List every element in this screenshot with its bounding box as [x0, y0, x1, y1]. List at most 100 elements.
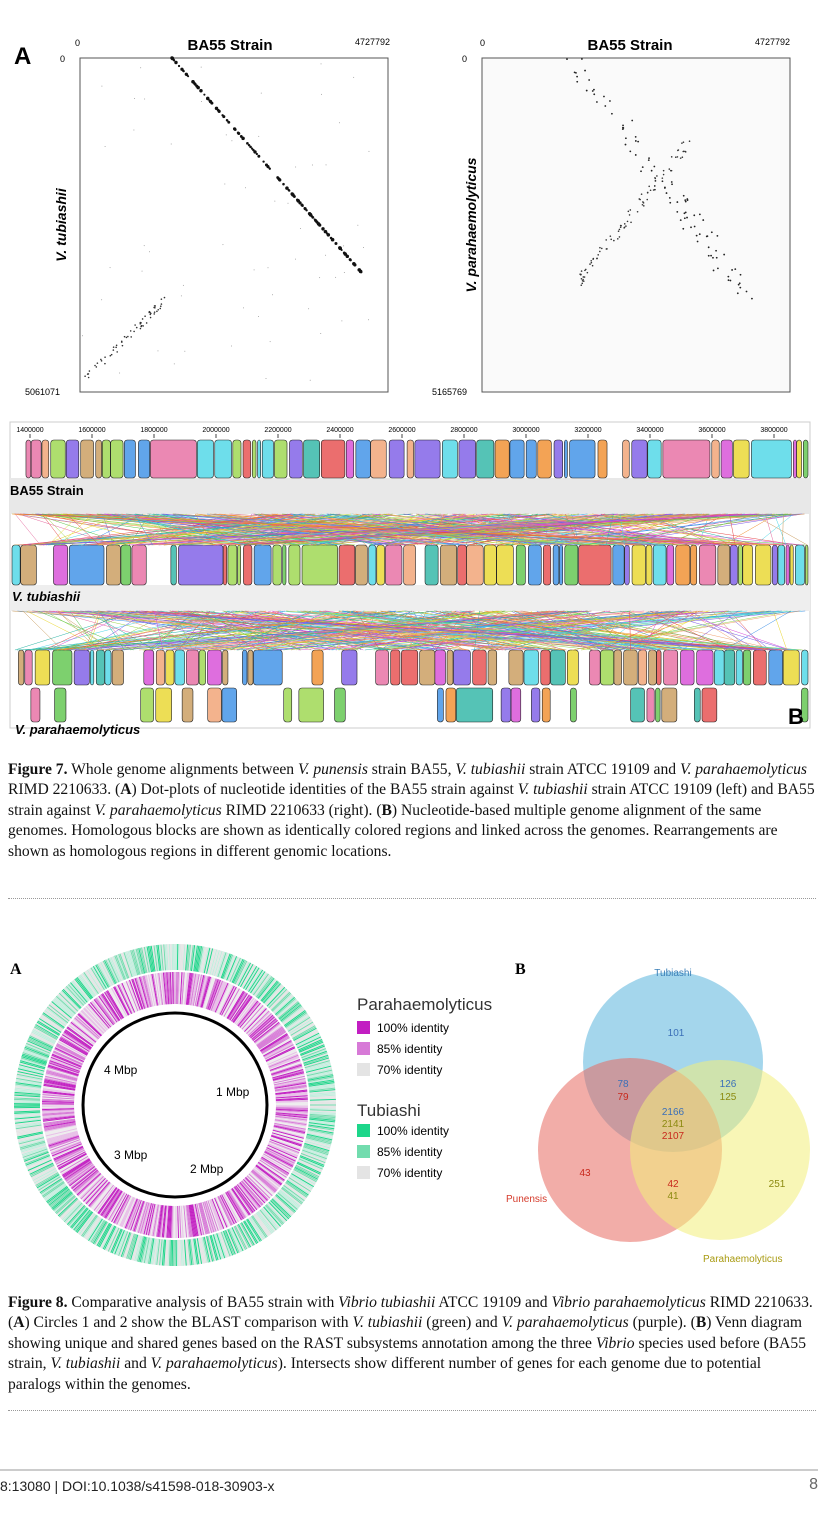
ring-tick: [267, 1052, 298, 1066]
block: [110, 439, 124, 479]
block: [401, 649, 419, 686]
ring-tick: [196, 1238, 203, 1264]
ring-tick: [113, 1194, 129, 1224]
ring-tick: [133, 1200, 145, 1232]
dot: [119, 372, 121, 374]
ring-tick: [200, 1237, 207, 1264]
ring-tick: [92, 999, 114, 1026]
ring-tick: [285, 1182, 308, 1198]
ring-tick: [142, 1237, 149, 1263]
ring-tick: [97, 1186, 117, 1214]
block: [243, 544, 253, 586]
ring-tick: [286, 1014, 309, 1030]
link: [44, 610, 116, 651]
ring-tick: [42, 1088, 75, 1094]
ring-tick: [144, 1203, 153, 1235]
ring-tick: [241, 1180, 264, 1205]
ring-tick: [225, 1192, 242, 1221]
block: [334, 687, 346, 723]
dot: [247, 143, 251, 147]
ring-tick: [180, 972, 184, 1005]
ring-tick: [273, 1196, 294, 1216]
ring-tick: [160, 1239, 164, 1266]
ring-tick: [29, 1035, 54, 1048]
ring-tick: [308, 1080, 335, 1086]
ring-tick: [111, 956, 123, 981]
ring-tick: [63, 1159, 91, 1178]
ring-tick: [108, 989, 125, 1018]
ring-tick: [298, 1158, 323, 1170]
link: [59, 513, 93, 546]
dot: [180, 295, 182, 297]
ring-tick: [34, 1025, 58, 1039]
ring-tick: [76, 1014, 101, 1038]
ring-tick: [42, 1089, 75, 1095]
ring-tick: [147, 1203, 156, 1236]
block: [723, 649, 736, 686]
ring-tick: [209, 949, 218, 975]
dot: [600, 247, 603, 250]
block: [207, 687, 222, 723]
block: [458, 439, 476, 479]
ring-tick: [72, 1168, 98, 1190]
ring-tick: [42, 1181, 65, 1197]
ring-tick: [66, 1163, 94, 1183]
ring-tick: [218, 985, 234, 1015]
ring-tick: [122, 1232, 132, 1258]
dot: [323, 229, 328, 234]
ring-tick: [264, 1205, 283, 1226]
ring-tick: [301, 1048, 326, 1059]
ring-tick: [220, 1194, 236, 1224]
ring-tick: [263, 1040, 292, 1057]
ring-tick: [45, 1072, 78, 1082]
dot: [668, 168, 671, 170]
ring-tick: [130, 1234, 139, 1260]
link: [97, 513, 352, 546]
ring-tick: [221, 1193, 238, 1223]
blast-rings: [14, 944, 336, 1266]
ring-tick: [147, 974, 156, 1007]
dot: [321, 93, 323, 95]
link: [267, 610, 365, 651]
ring-tick: [137, 977, 148, 1009]
ring-tick: [43, 1083, 76, 1090]
ring-tick: [183, 1205, 188, 1238]
ring-tick: [309, 1094, 336, 1098]
ring-tick: [42, 1115, 75, 1121]
block: [376, 544, 385, 586]
ring-tick: [230, 993, 249, 1022]
link: [426, 610, 612, 651]
ring-tick: [111, 987, 128, 1017]
ring-tick: [59, 1038, 88, 1055]
ring-tick: [14, 1098, 41, 1101]
ring-tick: [65, 1161, 93, 1181]
ring-tick: [307, 1130, 334, 1137]
link: [729, 610, 766, 651]
ring-tick: [211, 1198, 225, 1229]
ring-tick: [57, 1041, 87, 1058]
link: [196, 610, 645, 651]
legend-swatch: [357, 1063, 370, 1076]
block: [437, 687, 444, 723]
ring-tick: [119, 1231, 130, 1257]
dot: [638, 198, 641, 200]
ring-tick: [272, 1128, 305, 1138]
ring-tick: [42, 1115, 75, 1120]
link: [496, 513, 709, 546]
block: [445, 687, 457, 723]
dot: [267, 267, 269, 269]
dot: [623, 227, 625, 229]
ring-tick: [248, 969, 264, 993]
ring-tick: [47, 1065, 79, 1076]
ring-tick: [88, 1181, 110, 1207]
ring-tick: [42, 1111, 75, 1115]
link: [755, 513, 794, 546]
ring-tick: [94, 998, 115, 1025]
ring-tick: [248, 1217, 264, 1241]
ring-tick: [192, 974, 200, 1006]
ring-tick: [102, 993, 121, 1021]
ring-tick: [194, 945, 200, 972]
ring-tick: [231, 994, 250, 1022]
ring-tick: [262, 1155, 291, 1172]
ring-tick: [176, 972, 178, 1005]
